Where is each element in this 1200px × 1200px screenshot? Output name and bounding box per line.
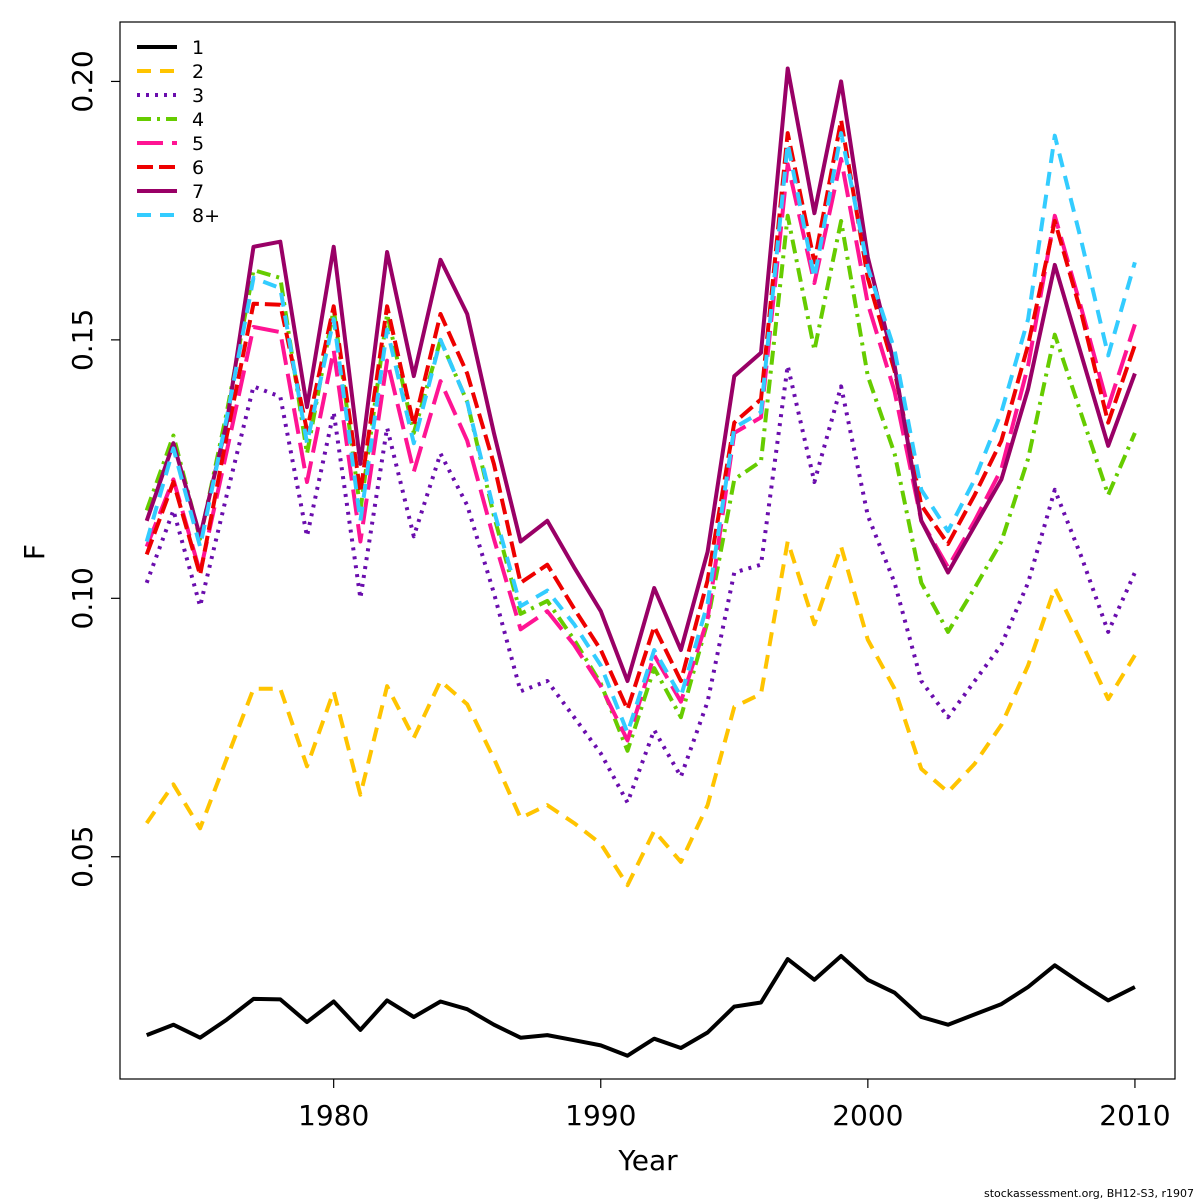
credit-text: stockassessment.org, BH12-S3, r1907: [984, 1187, 1194, 1200]
series-line-6: [144, 118, 1137, 712]
series-line-4: [144, 213, 1137, 753]
legend-label: 1: [192, 37, 204, 59]
legend-label: 4: [192, 109, 204, 131]
y-tick-label: 0.15: [66, 309, 99, 371]
series-line-2: [145, 539, 1137, 888]
series-line-1: [145, 954, 1136, 1058]
x-tick-label: 1990: [565, 1099, 636, 1132]
y-axis-title: F: [18, 544, 51, 560]
x-tick-label: 2000: [832, 1099, 903, 1132]
x-axis-title: Year: [617, 1144, 678, 1177]
legend-label: 8+: [192, 205, 220, 227]
legend-label: 6: [192, 157, 204, 179]
x-tick-label: 1980: [298, 1099, 369, 1132]
x-axis: 1980 1990 2000 2010: [298, 1079, 1171, 1132]
series-line-3: [144, 363, 1137, 805]
y-tick-label: 0.10: [66, 567, 99, 629]
legend-label: 2: [192, 61, 204, 83]
x-tick-label: 2010: [1099, 1099, 1170, 1132]
plot-frame: [119, 21, 1176, 1080]
legend-label: 3: [192, 85, 204, 107]
legend-label: 7: [192, 181, 204, 203]
y-tick-label: 0.20: [66, 50, 99, 112]
y-axis: 0.05 0.10 0.15 0.20: [66, 50, 120, 888]
series-line-8plus: [144, 131, 1137, 735]
series-lines: [144, 66, 1137, 1058]
y-tick-label: 0.05: [66, 826, 99, 888]
legend-label: 5: [192, 133, 204, 155]
series-line-7: [144, 66, 1137, 683]
